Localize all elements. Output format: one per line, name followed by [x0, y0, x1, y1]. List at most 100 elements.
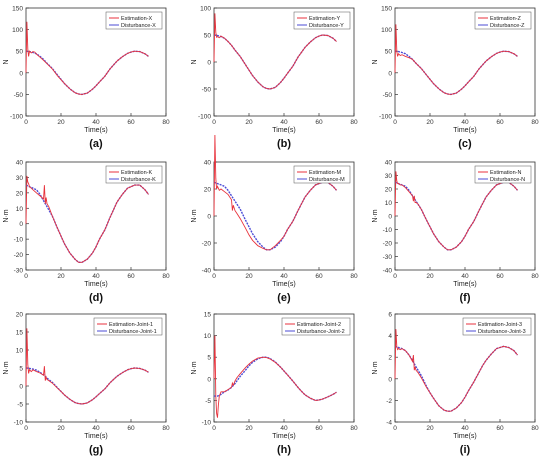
estimation-series-line [394, 329, 518, 412]
x-tick-label: 60 [315, 119, 323, 126]
legend-entry: Disturbance-N [490, 177, 525, 183]
y-tick-label: 100 [381, 27, 392, 34]
panel-caption: (c) [458, 138, 472, 150]
y-tick-label: 10 [204, 333, 212, 340]
y-axis-label: N·m [3, 209, 10, 222]
legend-box [105, 11, 163, 30]
chart-panel: -40 -20 0 20 40 0 20 40 60 80 Time(s) N·m Estimation… [191, 134, 358, 304]
y-tick-label: 10 [16, 206, 24, 213]
y-tick-label: 0 [207, 376, 211, 383]
panel-caption: (f) [460, 292, 471, 304]
y-tick-label: -50 [383, 92, 393, 99]
y-tick-label: -20 [14, 252, 24, 259]
y-tick-label: -5 [205, 398, 211, 405]
estimation-series-line [213, 134, 337, 251]
x-tick-label: 0 [212, 119, 216, 126]
legend-box [281, 317, 351, 336]
y-tick-label: -100 [198, 114, 211, 121]
x-tick-label: 80 [162, 273, 170, 280]
x-axis-label: Time(s) [453, 281, 476, 288]
chart-panel: -10 -5 0 5 10 15 0 20 40 60 80 Time(s) N·m Estimation… [191, 312, 358, 457]
x-axis-label: Time(s) [84, 127, 107, 134]
y-tick-label: 2 [388, 355, 392, 362]
y-tick-label: -100 [379, 114, 392, 121]
legend-entry: Estimation-Y [309, 16, 341, 22]
y-tick-label: 40 [204, 160, 212, 167]
x-tick-label: 20 [57, 425, 65, 432]
panel-caption: (d) [89, 292, 103, 304]
x-tick-label: 20 [426, 425, 434, 432]
y-tick-label: 0 [19, 384, 23, 391]
legend-box [293, 11, 351, 30]
x-tick-label: 20 [426, 273, 434, 280]
chart-panel: -100 -50 0 50 100 150 0 20 40 60 80 Time(s) N Estimat… [372, 6, 539, 151]
x-tick-label: 60 [496, 425, 504, 432]
y-tick-label: -20 [383, 241, 393, 248]
y-tick-label: 15 [16, 330, 24, 337]
y-tick-label: 30 [16, 175, 24, 182]
estimation-series-line [213, 13, 337, 90]
x-tick-label: 20 [57, 273, 65, 280]
legend-entry: Estimation-K [121, 170, 153, 176]
legend-entry: Estimation-Z [490, 16, 522, 22]
y-axis-label: N·m [3, 361, 10, 374]
estimation-series-line [25, 21, 149, 95]
y-tick-label: 0 [207, 214, 211, 221]
x-tick-label: 80 [350, 273, 358, 280]
y-tick-label: 30 [385, 173, 393, 180]
y-tick-label: -50 [202, 87, 212, 94]
y-tick-label: 40 [16, 160, 24, 167]
x-tick-label: 40 [280, 425, 288, 432]
x-tick-label: 80 [531, 119, 539, 126]
y-tick-label: 20 [385, 187, 393, 194]
x-tick-label: 0 [24, 273, 28, 280]
legend-entry: Disturbance-Z [490, 23, 525, 29]
estimation-series-line [25, 175, 149, 263]
x-tick-label: 0 [24, 119, 28, 126]
legend-entry: Disturbance-X [121, 23, 156, 29]
y-tick-label: -30 [383, 254, 393, 261]
estimation-series-line [25, 328, 149, 405]
y-tick-label: 50 [204, 33, 212, 40]
x-tick-label: 60 [127, 273, 135, 280]
y-tick-label: 150 [381, 6, 392, 13]
y-tick-label: 40 [385, 160, 393, 167]
legend-entry: Estimation-X [121, 16, 153, 22]
y-tick-label: 0 [388, 214, 392, 221]
y-tick-label: -10 [14, 420, 24, 427]
x-tick-label: 40 [461, 273, 469, 280]
panel-caption: (b) [277, 138, 291, 150]
chart-panel: -40 -30 -20 -10 0 10 20 30 40 0 20 40 60 80 Time(s) N·m… [372, 160, 539, 305]
x-tick-label: 20 [245, 425, 253, 432]
x-axis-label: Time(s) [272, 433, 295, 440]
legend-entry: Estimation-Joint-3 [478, 322, 522, 328]
legend-box [474, 165, 532, 184]
y-tick-label: 4 [388, 333, 392, 340]
legend-entry: Disturbance-Y [309, 23, 344, 29]
y-tick-label: 50 [16, 49, 24, 56]
x-tick-label: 60 [127, 119, 135, 126]
chart-panel: -100 -50 0 50 100 0 20 40 60 80 Time(s) N Estimation… [191, 6, 358, 151]
y-axis-label: N·m [191, 209, 198, 222]
y-tick-label: -50 [14, 92, 24, 99]
legend-entry: Estimation-Joint-2 [297, 322, 341, 328]
x-tick-label: 20 [57, 119, 65, 126]
legend-entry: Disturbance-Joint-2 [297, 329, 345, 335]
x-tick-label: 0 [393, 119, 397, 126]
x-tick-label: 80 [350, 119, 358, 126]
x-tick-label: 0 [212, 273, 216, 280]
x-tick-label: 60 [127, 425, 135, 432]
x-tick-label: 40 [92, 425, 100, 432]
y-tick-label: -20 [202, 241, 212, 248]
y-tick-label: 0 [19, 221, 23, 228]
panel-caption: (a) [89, 138, 103, 150]
y-tick-label: -30 [14, 268, 24, 275]
y-tick-label: -10 [202, 420, 212, 427]
y-tick-label: -4 [386, 420, 392, 427]
legend-entry: Disturbance-M [309, 177, 345, 183]
x-tick-label: 60 [315, 273, 323, 280]
y-tick-label: 15 [204, 312, 212, 319]
y-tick-label: 10 [385, 200, 393, 207]
